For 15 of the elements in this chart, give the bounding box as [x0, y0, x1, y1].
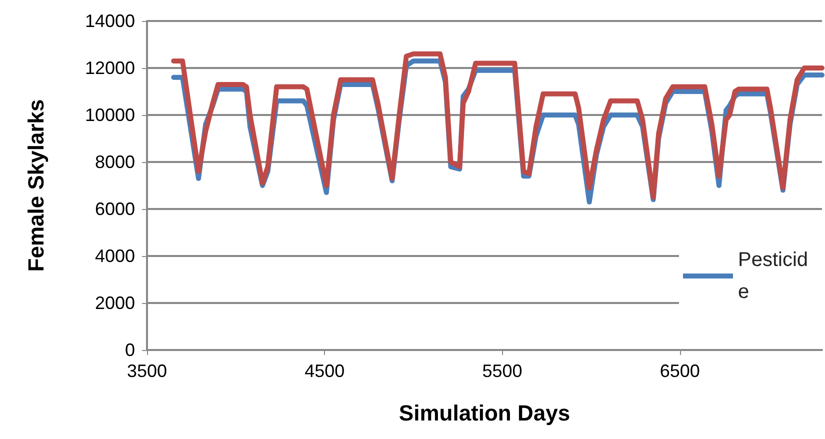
y-tick-label: 2000 [94, 293, 135, 313]
x-tick-label: 6500 [660, 361, 700, 381]
x-tick-label: 5500 [482, 361, 522, 381]
y-tick-label: 14000 [84, 11, 135, 31]
y-tick-label: 4000 [94, 246, 135, 266]
y-tick-label: 6000 [94, 199, 135, 219]
legend-label: Pesticide [738, 249, 808, 303]
y-tick-label: 10000 [84, 105, 135, 125]
y-tick-label: 8000 [94, 152, 135, 172]
y-tick-label: 12000 [84, 58, 135, 78]
y-tick-label: 0 [124, 340, 135, 360]
x-tick-label: 4500 [304, 361, 345, 381]
y-axis-title: Female Skylarks [24, 99, 48, 272]
x-tick-label: 3500 [126, 361, 168, 381]
x-axis-title: Simulation Days [398, 400, 570, 426]
